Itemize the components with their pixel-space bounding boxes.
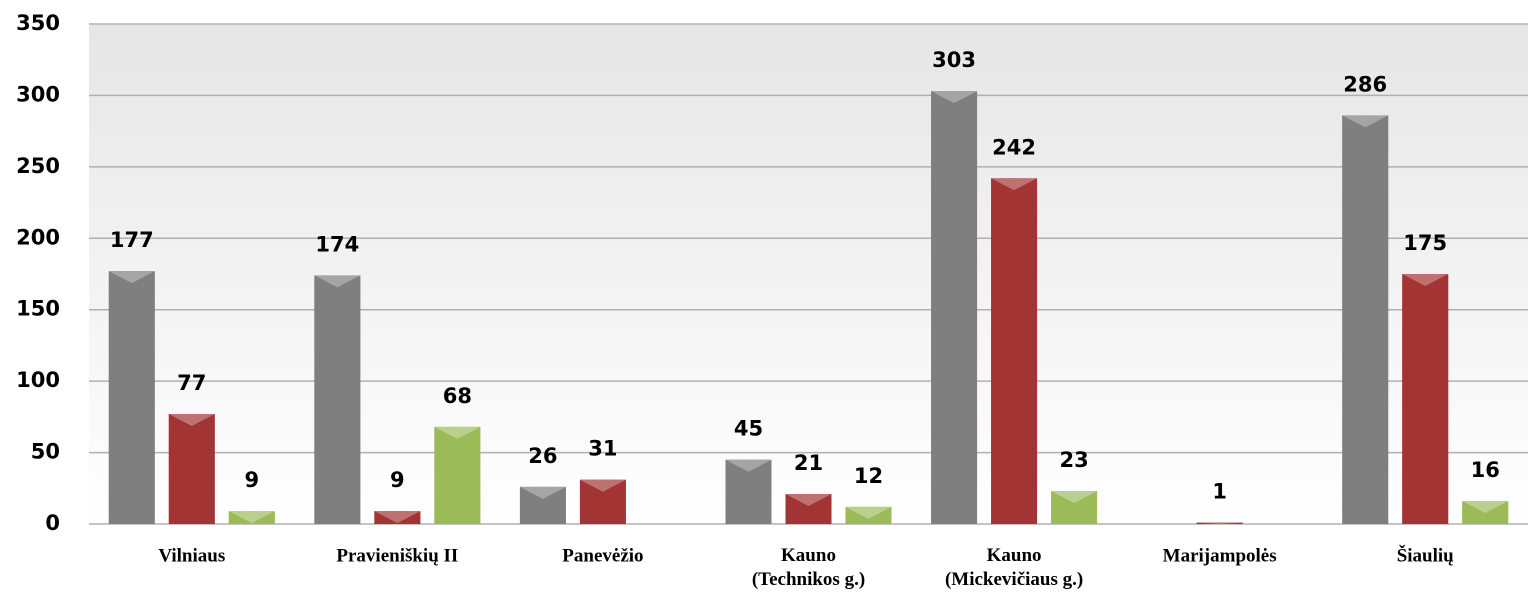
data-label: 1	[1212, 480, 1227, 504]
bar-bevel	[991, 178, 1038, 191]
bar-bevel	[1462, 501, 1509, 514]
bar-bevel	[725, 459, 772, 472]
data-label: 175	[1403, 231, 1447, 255]
data-label: 31	[588, 437, 617, 461]
bar-bevel	[1342, 115, 1389, 128]
data-label: 77	[177, 371, 206, 395]
bar	[579, 479, 626, 524]
bar-bevel	[1402, 274, 1449, 286]
bar-bevel	[845, 506, 892, 519]
bar	[519, 486, 566, 524]
y-tick-label: 50	[31, 440, 60, 464]
data-label: 21	[794, 451, 823, 475]
data-label: 68	[443, 384, 472, 408]
bar-bevel	[374, 511, 421, 524]
bar-bevel	[314, 275, 361, 288]
data-label: 16	[1471, 458, 1500, 482]
bar	[785, 494, 832, 524]
x-tick-label: Šiaulių	[1397, 544, 1454, 566]
data-label: 26	[528, 444, 557, 468]
bar-bevel	[579, 479, 626, 492]
x-tick-label: Panevėžio	[562, 545, 643, 566]
bar	[1402, 274, 1449, 524]
data-label: 12	[854, 464, 883, 488]
data-label: 9	[244, 468, 259, 492]
bar	[228, 511, 275, 524]
x-tick-label: Marijampolės	[1163, 545, 1277, 566]
x-tick-label: Kauno (Technikos g.)	[752, 545, 865, 590]
data-label: 23	[1059, 448, 1088, 472]
bar-bevel	[785, 494, 832, 506]
bar	[725, 459, 772, 524]
bar	[108, 271, 155, 524]
y-tick-label: 0	[45, 511, 60, 535]
bar	[314, 275, 361, 524]
bar	[1462, 501, 1509, 524]
bar-bevel	[1051, 491, 1098, 504]
bar-bevel	[108, 271, 155, 284]
bar	[931, 91, 978, 525]
x-tick-label: Kauno (Mickevičiaus g.)	[945, 545, 1083, 590]
bar	[991, 178, 1038, 525]
plot-background	[89, 24, 1528, 524]
data-label: 45	[734, 417, 763, 441]
bar	[374, 511, 421, 524]
bar-bevel	[519, 486, 566, 499]
bar	[1342, 115, 1389, 524]
bar-bevel	[434, 426, 481, 439]
bar-bevel	[1196, 522, 1243, 524]
data-label: 9	[390, 468, 405, 492]
bar	[168, 414, 215, 524]
bar-bevel	[168, 414, 215, 426]
y-tick-label: 350	[16, 11, 60, 35]
x-tick-label: Pravieniškių II	[336, 545, 458, 566]
bar	[1196, 522, 1243, 524]
data-label: 242	[992, 135, 1036, 159]
data-label: 177	[110, 228, 154, 252]
y-tick-label: 200	[16, 225, 60, 249]
y-tick-label: 100	[16, 368, 60, 392]
bar-bevel	[931, 91, 978, 104]
bar	[845, 506, 892, 524]
x-tick-label: Vilniaus	[158, 545, 225, 566]
y-tick-label: 150	[16, 297, 60, 321]
data-label: 286	[1343, 72, 1387, 96]
y-tick-label: 300	[16, 82, 60, 106]
y-tick-label: 250	[16, 154, 60, 178]
data-label: 303	[932, 48, 976, 72]
bar	[1051, 491, 1098, 524]
bar	[434, 426, 481, 524]
bar-bevel	[228, 511, 275, 524]
data-label: 174	[315, 232, 359, 256]
